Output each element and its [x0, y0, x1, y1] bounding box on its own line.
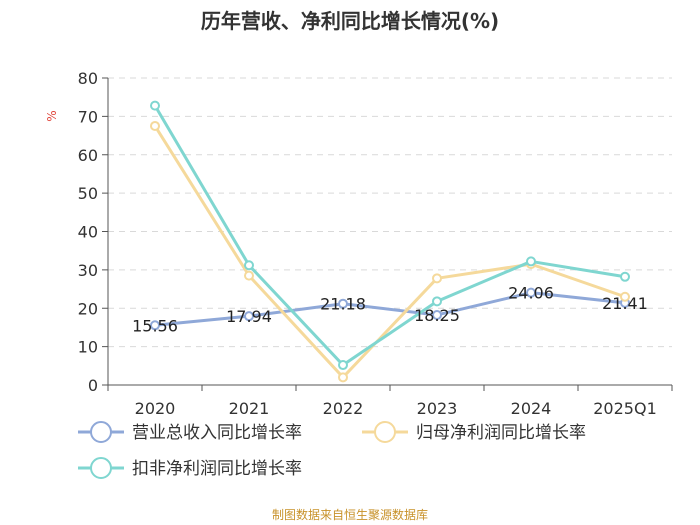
legend-label: 营业总收入同比增长率	[132, 423, 302, 443]
x-tick-label: 2022	[323, 399, 364, 418]
y-tick-labels: 0 10 20 30 40 50 60 70 80	[78, 69, 98, 395]
series-2-point	[620, 291, 630, 302]
series-1-point	[432, 309, 442, 320]
data-label: 21.18	[320, 295, 366, 314]
series-line-2	[153, 125, 626, 379]
x-tick-label: 2024	[511, 399, 552, 418]
legend-marker-icon	[90, 457, 112, 479]
x-tick-label: 2020	[135, 399, 176, 418]
chart-title: 历年营收、净利同比增长情况(%)	[201, 9, 499, 33]
y-tick-label: 80	[78, 69, 98, 88]
source-note: 制图数据来自恒生聚源数据库	[272, 507, 428, 522]
series-3-point	[432, 296, 442, 307]
x-tick-label: 2021	[229, 399, 270, 418]
series-3-point	[150, 100, 160, 111]
data-label: 17.94	[226, 307, 272, 326]
axes	[102, 77, 673, 391]
y-tick-label: 0	[88, 376, 98, 395]
series-3-point	[620, 271, 630, 282]
x-tick-label: 2025Q1	[593, 399, 657, 418]
data-labels: 15.56 17.94 21.18 18.25 24.06 21.41	[132, 284, 648, 336]
series-2-point	[338, 372, 348, 383]
data-label: 15.56	[132, 316, 178, 335]
series-3-point	[338, 360, 348, 371]
legend-marker-icon	[90, 421, 112, 443]
y-tick-label: 50	[78, 184, 98, 203]
y-tick-label: 60	[78, 146, 98, 165]
series-1-point	[150, 320, 160, 331]
series-1-point	[526, 287, 536, 298]
series-line-1	[154, 291, 626, 327]
legend-label: 扣非净利润同比增长率	[132, 459, 302, 479]
y-tick-label: 20	[78, 299, 98, 318]
y-tick-label: 10	[78, 338, 98, 357]
data-label: 21.41	[602, 294, 648, 313]
data-label: 18.25	[414, 306, 460, 325]
series-line-3	[153, 104, 626, 367]
series-2-point	[244, 270, 254, 281]
legend-marker-icon	[374, 421, 396, 443]
y-tick-label: 30	[78, 261, 98, 280]
x-tick-labels: 2020 2021 2022 2023 2024 2025Q1	[135, 399, 657, 418]
series-2-point	[150, 120, 160, 131]
data-label: 24.06	[508, 284, 554, 303]
series-1-point	[338, 298, 348, 309]
series-group	[150, 100, 630, 383]
grid-lines	[108, 77, 672, 348]
series-3-point	[244, 260, 254, 271]
series-2-point	[432, 273, 442, 284]
series-1-point	[244, 311, 254, 322]
y-tick-label: 40	[78, 223, 98, 242]
y-axis-label: %	[45, 110, 59, 121]
y-tick-label: 70	[78, 107, 98, 126]
series-3-point	[526, 256, 536, 267]
x-tick-label: 2023	[417, 399, 458, 418]
legend-label: 归母净利润同比增长率	[416, 423, 586, 443]
